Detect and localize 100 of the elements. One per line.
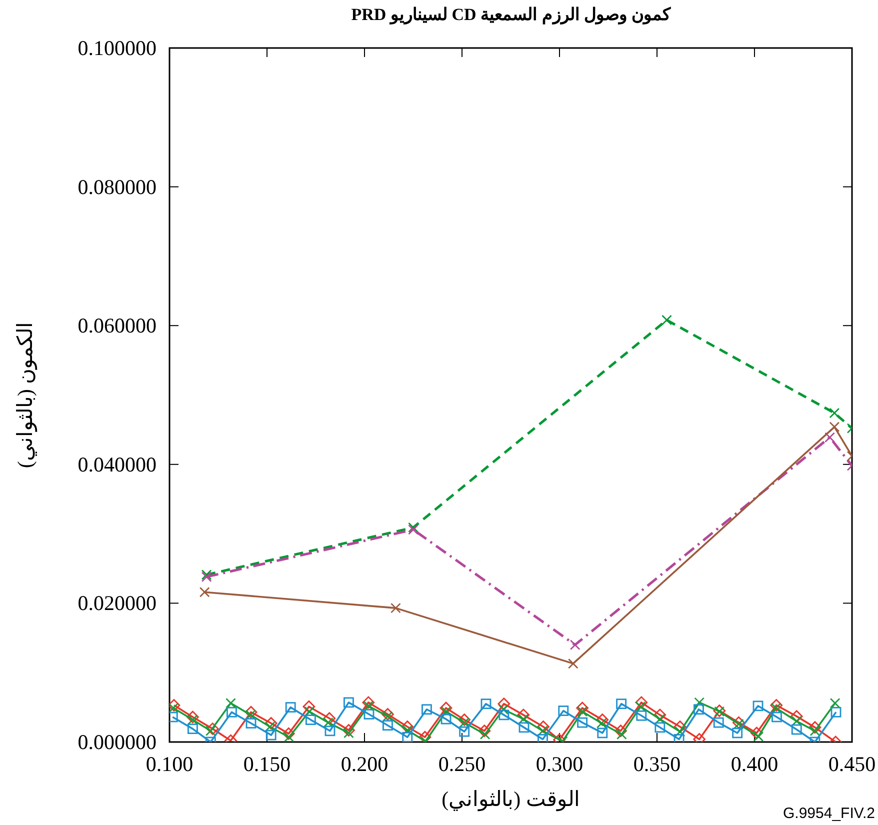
point xyxy=(791,716,802,726)
point xyxy=(734,718,744,730)
point xyxy=(480,698,492,710)
point xyxy=(440,714,452,724)
point xyxy=(199,586,210,598)
point xyxy=(753,731,764,742)
point xyxy=(654,708,666,722)
x-tick-label: 0.100 xyxy=(146,752,194,776)
point xyxy=(440,706,452,717)
point xyxy=(363,700,374,712)
chart-title: كمون وصول الرزم السمعية CD لسيناريو PRD xyxy=(351,5,672,25)
x-axis-title: الوقت (بالثواني) xyxy=(442,787,580,812)
point xyxy=(577,706,588,717)
point xyxy=(662,314,672,326)
point xyxy=(498,698,510,710)
point xyxy=(402,725,413,736)
point xyxy=(188,714,198,725)
point xyxy=(324,726,336,736)
point xyxy=(518,722,530,733)
point xyxy=(459,726,470,737)
point xyxy=(344,728,354,738)
text: G.9954_FIV.2 xyxy=(782,805,875,822)
point xyxy=(596,714,609,726)
point xyxy=(570,640,580,650)
point xyxy=(538,734,548,742)
point xyxy=(170,702,179,714)
point xyxy=(264,722,276,732)
y-tick-label: 0.020000 xyxy=(78,591,156,616)
point xyxy=(344,697,354,708)
point xyxy=(284,732,294,742)
point xyxy=(674,734,684,742)
point xyxy=(245,710,256,720)
point xyxy=(186,710,199,724)
point xyxy=(694,704,704,715)
point xyxy=(206,722,219,736)
point xyxy=(282,727,295,740)
point xyxy=(201,572,212,582)
point xyxy=(808,721,822,734)
point xyxy=(732,716,745,729)
point xyxy=(382,711,393,722)
point xyxy=(636,710,647,721)
point xyxy=(517,708,530,722)
point xyxy=(770,699,783,712)
point xyxy=(596,718,607,728)
point xyxy=(772,712,782,722)
point xyxy=(401,720,414,733)
point xyxy=(304,706,315,717)
point xyxy=(342,724,355,736)
x-tick-label: 0.250 xyxy=(438,752,486,776)
x-tick-label: 0.300 xyxy=(536,752,584,776)
point xyxy=(226,706,237,718)
point xyxy=(285,702,296,712)
point xyxy=(402,732,413,742)
x-tick-label: 0.150 xyxy=(243,752,291,776)
y-tick-label: 0.040000 xyxy=(78,452,156,476)
point xyxy=(382,708,394,720)
point xyxy=(770,702,782,714)
point xyxy=(323,717,334,728)
point xyxy=(614,724,627,738)
point xyxy=(810,726,820,736)
point xyxy=(576,702,589,714)
point xyxy=(390,602,401,614)
point xyxy=(364,709,374,720)
point xyxy=(732,728,743,738)
x-tick-label: 0.350 xyxy=(633,752,681,776)
point xyxy=(305,714,316,725)
point xyxy=(440,702,452,714)
point xyxy=(459,717,470,728)
point xyxy=(616,698,627,710)
point xyxy=(382,720,393,731)
point xyxy=(635,696,648,709)
point xyxy=(518,714,529,724)
point xyxy=(498,704,509,715)
point xyxy=(752,700,764,712)
point xyxy=(830,698,840,708)
point xyxy=(266,730,276,740)
point xyxy=(830,706,842,718)
point xyxy=(674,726,686,737)
point xyxy=(824,432,835,443)
point xyxy=(750,726,763,740)
point xyxy=(201,570,212,580)
y-tick-label: 0.080000 xyxy=(78,174,156,199)
y-axis-title: الكمون (بالثواني) xyxy=(13,322,38,468)
point xyxy=(458,714,471,726)
point xyxy=(635,701,646,712)
x-tick-label: 0.450 xyxy=(828,752,876,776)
point xyxy=(558,706,569,716)
y-tick-label: 0.100000 xyxy=(78,36,156,60)
point xyxy=(422,704,432,715)
point xyxy=(538,726,548,736)
point xyxy=(188,724,198,734)
point xyxy=(694,697,705,708)
point xyxy=(577,717,588,728)
point xyxy=(616,729,627,740)
point xyxy=(829,422,840,432)
point xyxy=(246,718,256,728)
y-tick-label: 0.060000 xyxy=(78,314,156,338)
point xyxy=(498,710,510,720)
point xyxy=(205,726,216,736)
point xyxy=(537,720,550,733)
